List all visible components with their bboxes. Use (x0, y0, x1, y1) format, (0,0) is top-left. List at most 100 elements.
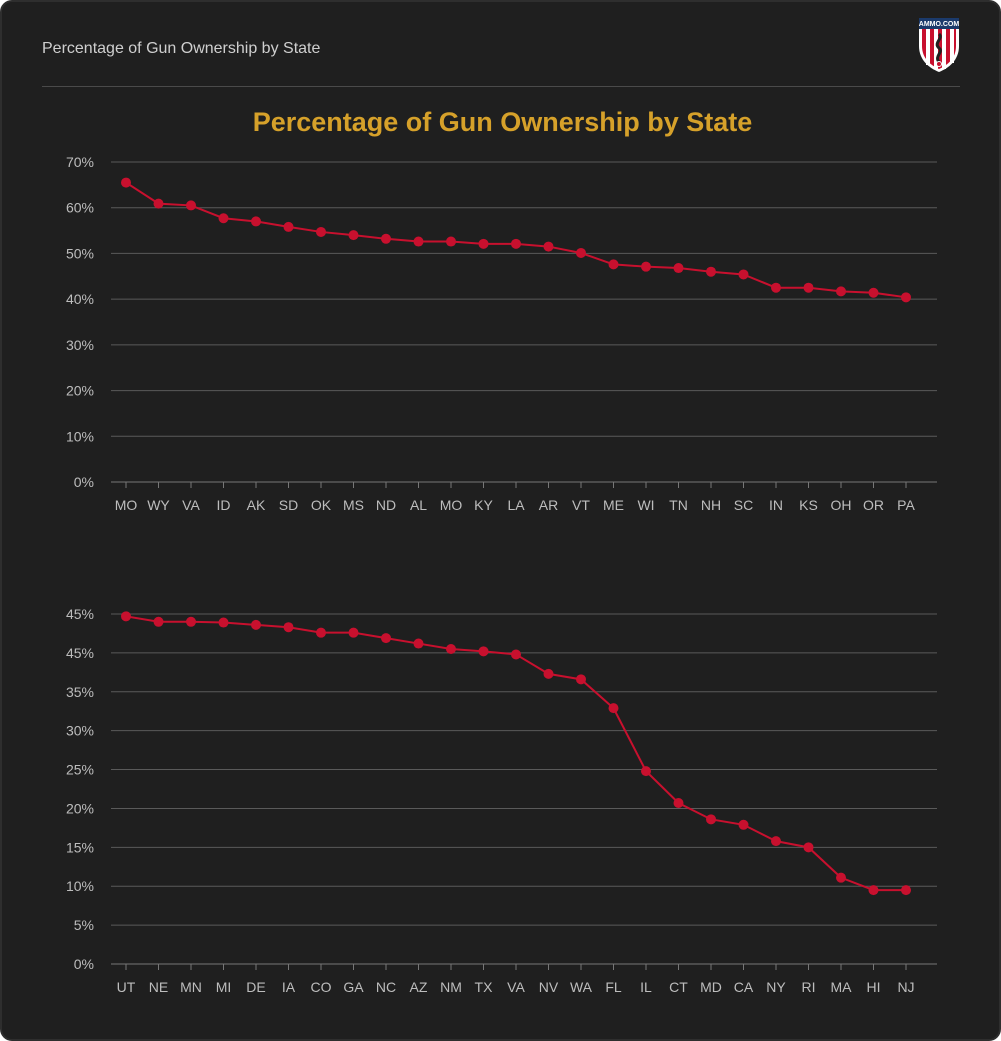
y-tick-label: 50% (66, 245, 94, 261)
data-point (868, 287, 879, 298)
data-point (771, 282, 781, 293)
x-tick-label: WA (570, 979, 593, 995)
x-tick-label: SD (279, 497, 298, 513)
x-tick-label: MD (700, 979, 722, 995)
data-point (218, 213, 229, 224)
x-tick-label: LA (507, 497, 525, 513)
y-tick-label: 0% (74, 474, 94, 490)
data-point (608, 259, 619, 270)
x-tick-label: KY (474, 497, 493, 513)
data-point (673, 798, 684, 808)
card-title: Percentage of Gun Ownership by State (42, 40, 321, 57)
data-point (153, 616, 164, 627)
data-point (738, 269, 749, 280)
x-tick-label: CO (311, 979, 332, 995)
y-tick-label: 30% (66, 337, 94, 353)
data-point (283, 622, 294, 633)
x-tick-label: NM (440, 979, 462, 995)
data-point (316, 627, 326, 638)
x-tick-label: SC (734, 497, 753, 513)
x-tick-label: CA (734, 979, 754, 995)
x-tick-label: NE (149, 979, 168, 995)
x-tick-label: NV (539, 979, 559, 995)
data-point (381, 233, 391, 244)
data-point (478, 646, 489, 657)
x-tick-label: WY (147, 497, 170, 513)
data-point (901, 885, 911, 896)
chart-title: Percentage of Gun Ownership by State (252, 107, 753, 137)
x-tick-label: MO (440, 497, 463, 513)
x-tick-label: UT (117, 979, 136, 995)
data-point (153, 198, 164, 209)
x-tick-label: IL (640, 979, 652, 995)
x-tick-label: IA (282, 979, 296, 995)
x-tick-label: VT (572, 497, 590, 513)
x-tick-label: FL (605, 979, 622, 995)
x-tick-label: HI (867, 979, 881, 995)
data-point (121, 611, 131, 622)
x-tick-label: ND (376, 497, 396, 513)
data-point (836, 872, 846, 883)
x-tick-label: NY (766, 979, 786, 995)
y-tick-label: 0% (74, 956, 94, 972)
data-point (446, 236, 456, 247)
data-point (186, 616, 196, 627)
data-point (413, 638, 424, 649)
ammo-shield-logo-icon[interactable]: AMMO.COM (917, 16, 961, 74)
y-tick-label: 40% (66, 291, 94, 307)
y-tick-label: 10% (66, 428, 94, 444)
x-tick-label: IN (769, 497, 783, 513)
x-tick-label: PA (897, 497, 915, 513)
y-tick-label: 10% (66, 878, 94, 894)
x-tick-label: MS (343, 497, 364, 513)
data-point (803, 842, 814, 853)
data-point (706, 266, 716, 277)
x-tick-label: RI (802, 979, 816, 995)
data-point (381, 633, 391, 644)
y-tick-label: 45% (66, 606, 94, 622)
data-point (803, 282, 814, 293)
x-tick-label: AZ (410, 979, 428, 995)
x-tick-label: OR (863, 497, 884, 513)
svg-text:AMMO.COM: AMMO.COM (919, 21, 960, 28)
y-tick-label: 70% (66, 154, 94, 170)
y-tick-label: 30% (66, 723, 94, 739)
data-point (283, 221, 294, 232)
data-point (738, 819, 749, 830)
data-point (641, 766, 651, 777)
x-tick-label: VA (182, 497, 200, 513)
x-tick-label: ME (603, 497, 624, 513)
y-tick-label: 15% (66, 839, 94, 855)
data-point (511, 238, 521, 249)
data-point (251, 216, 261, 227)
data-point (316, 226, 326, 237)
data-point (348, 230, 359, 241)
y-tick-label: 20% (66, 383, 94, 399)
data-point (868, 885, 879, 896)
x-tick-label: TX (475, 979, 494, 995)
x-tick-label: ID (217, 497, 231, 513)
x-tick-label: AK (247, 497, 266, 513)
x-tick-label: OK (311, 497, 332, 513)
data-point (673, 263, 684, 274)
x-tick-label: VA (507, 979, 525, 995)
data-point (706, 814, 716, 825)
data-point (251, 619, 261, 630)
y-tick-label: 5% (74, 917, 94, 933)
y-tick-label: 60% (66, 200, 94, 216)
data-point (771, 836, 781, 847)
x-tick-label: OH (831, 497, 852, 513)
data-point (121, 177, 131, 188)
x-tick-label: CT (669, 979, 688, 995)
data-point (413, 236, 424, 247)
data-point (641, 261, 651, 272)
y-tick-label: 25% (66, 762, 94, 778)
x-tick-label: MN (180, 979, 202, 995)
data-point (608, 703, 619, 714)
x-tick-label: NH (701, 497, 721, 513)
data-point (186, 200, 196, 211)
x-tick-label: NC (376, 979, 396, 995)
